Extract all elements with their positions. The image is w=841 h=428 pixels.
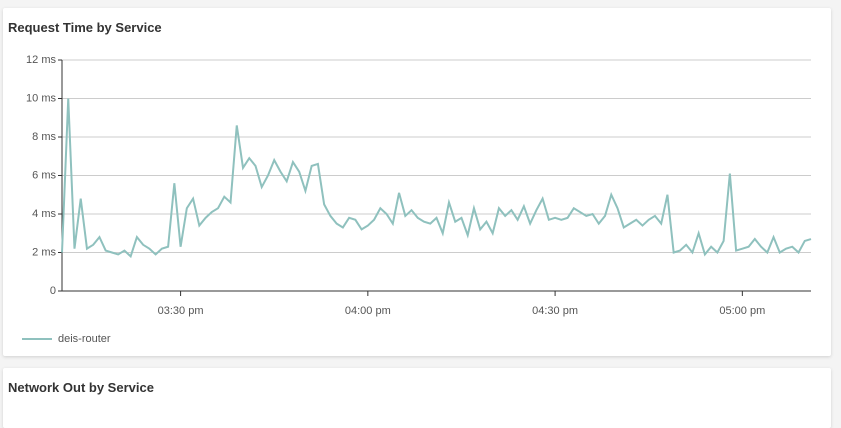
chart: 0 2 ms 4 ms 6 ms 8 ms 10 ms 12 ms 03:30 pm 04:00… xyxy=(22,54,812,345)
y-tick-label: 2 ms xyxy=(32,246,56,258)
y-tick-label: 10 ms xyxy=(26,92,56,104)
y-tick-label: 12 ms xyxy=(26,54,56,66)
panel: Request Time by Service xyxy=(3,8,831,356)
page: Request Time by Service Network Out by S… xyxy=(3,8,831,428)
x-tick-label: 03:30 pm xyxy=(158,305,204,317)
x-tick-label: 05:00 pm xyxy=(719,305,765,317)
y-tick-label: 6 ms xyxy=(32,169,56,181)
legend-label: deis-router xyxy=(58,333,111,345)
panel-title: Request Time by Service xyxy=(8,20,162,35)
x-tick-label: 04:00 pm xyxy=(345,305,391,317)
panel-title: Network Out by Service xyxy=(8,380,154,395)
panel: Network Out by Service xyxy=(3,368,831,428)
y-tick-label: 0 xyxy=(50,285,56,297)
x-tick-label: 04:30 pm xyxy=(532,305,578,317)
y-tick-label: 4 ms xyxy=(32,208,56,220)
y-tick-label: 8 ms xyxy=(32,131,56,143)
series-line xyxy=(61,98,812,259)
